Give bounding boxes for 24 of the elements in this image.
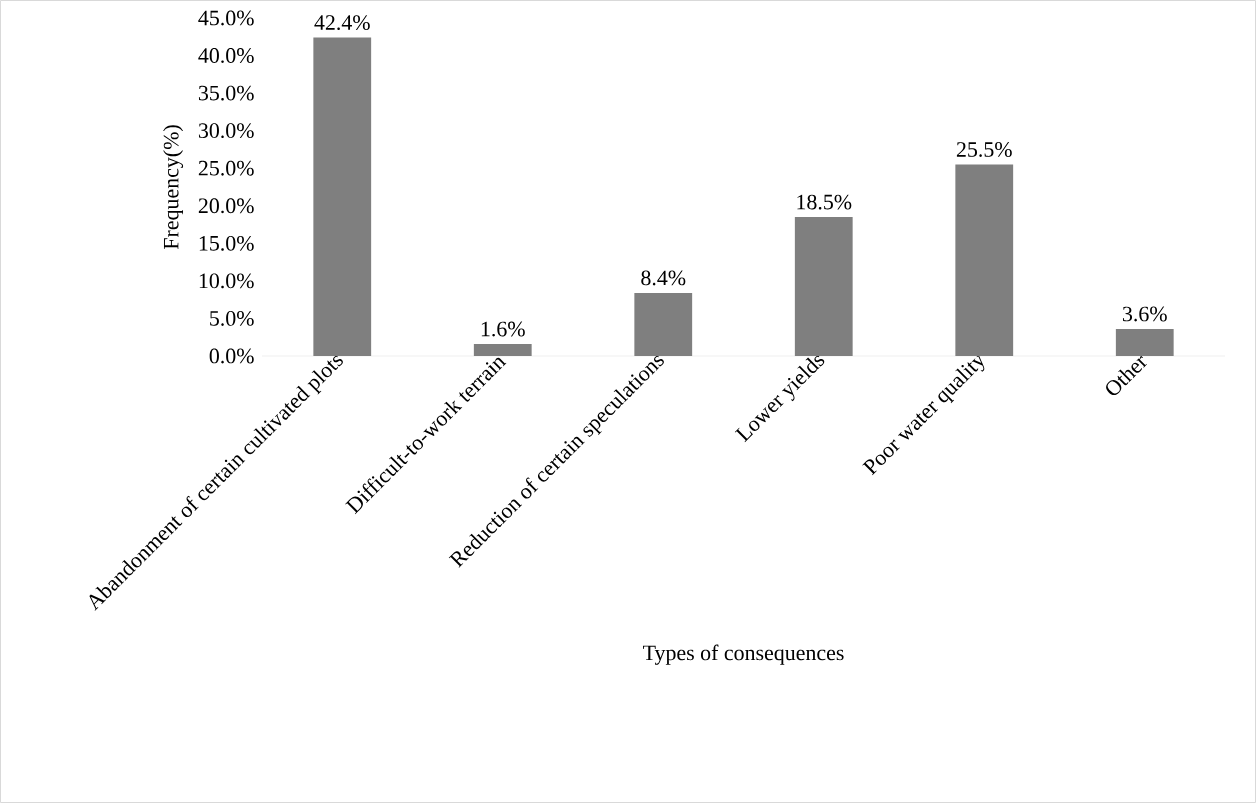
data-label: 18.5% [797,194,852,210]
bar [794,217,853,356]
bar [473,343,532,356]
y-tick-label: 0.0% [209,348,254,364]
data-label: 25.5% [956,142,1012,157]
x-axis-title: Types of consequences [643,644,844,665]
y-tick-label: 20.0% [198,198,254,214]
y-tick-label: 25.0% [198,160,254,176]
y-tick-label: 5.0% [210,311,254,326]
data-label: 8.4% [641,270,686,286]
bar [634,292,693,356]
y-tick-label: 40.0% [198,48,254,63]
y-tick-label: 30.0% [198,123,254,139]
bar [1115,328,1174,356]
data-label: 42.4% [314,15,370,31]
y-tick-label: 35.0% [198,85,254,101]
data-label: 3.6% [1122,306,1167,322]
bar [313,37,372,356]
y-axis-title: Frequency(%) [163,125,184,250]
y-tick-label: 45.0% [198,10,254,26]
data-label: 1.6% [481,321,525,337]
y-tick-label: 10.0% [199,273,254,289]
bar [955,164,1014,356]
y-tick-label: 15.0% [199,235,254,251]
